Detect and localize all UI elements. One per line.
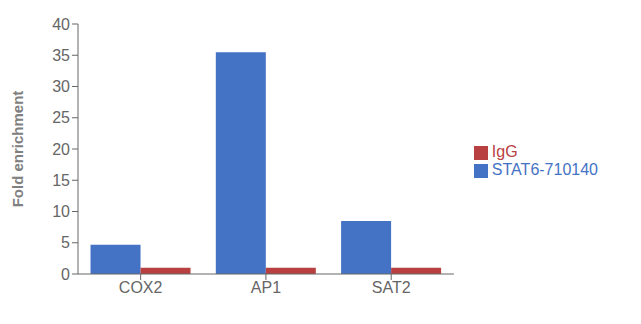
svg-text:AP1: AP1: [251, 279, 281, 296]
svg-text:40: 40: [52, 16, 70, 33]
svg-text:Fold enrichment: Fold enrichment: [9, 91, 26, 208]
html-text:IgG: IgG: [491, 143, 518, 160]
html-text:STAT6-710140: STAT6-710140: [491, 161, 598, 178]
svg-text:25: 25: [52, 109, 70, 126]
svg-text:30: 30: [52, 78, 70, 95]
svg-text:5: 5: [61, 234, 70, 251]
svg-text:15: 15: [52, 172, 70, 189]
svg-text:SAT2: SAT2: [372, 279, 411, 296]
svg-text:0: 0: [61, 266, 70, 283]
svg-text:20: 20: [52, 141, 70, 158]
svg-text:10: 10: [52, 203, 70, 220]
svg-text:35: 35: [52, 47, 70, 64]
svg-text:COX2: COX2: [119, 279, 163, 296]
